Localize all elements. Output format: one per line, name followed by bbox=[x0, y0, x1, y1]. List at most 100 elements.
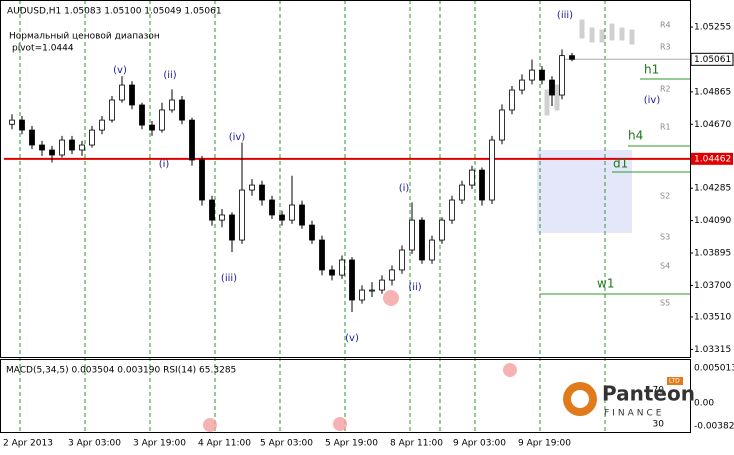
current-price-box bbox=[690, 52, 734, 66]
wave-label: (iv) bbox=[229, 132, 246, 143]
candle-body bbox=[119, 84, 125, 101]
candle-body bbox=[239, 189, 245, 241]
level-lines bbox=[540, 78, 690, 295]
logo: Panteon FINANCE LTD bbox=[563, 377, 695, 419]
candle-body bbox=[179, 99, 185, 121]
x-tick-label: 4 Apr 11:00 bbox=[198, 439, 251, 449]
logo-text: Panteon bbox=[602, 382, 695, 406]
y-tick-label: 1.04090 bbox=[694, 216, 731, 226]
level-label: w1 bbox=[597, 277, 614, 291]
candle-body bbox=[499, 109, 505, 141]
marker bbox=[203, 418, 217, 432]
candle-body bbox=[169, 99, 175, 111]
candle-body bbox=[159, 109, 165, 131]
rsi-level: 30 bbox=[653, 420, 665, 430]
subtitle: Нормальный ценовой диапазон bbox=[9, 32, 160, 42]
x-tick-label: 9 Apr 19:00 bbox=[518, 439, 571, 449]
candle-body bbox=[189, 119, 195, 161]
indicator-frame bbox=[0, 359, 691, 433]
candle-body bbox=[409, 219, 415, 251]
x-tick-label: 8 Apr 11:00 bbox=[390, 439, 443, 449]
candle-body bbox=[299, 204, 305, 226]
candle-body bbox=[469, 169, 475, 186]
candle-body bbox=[549, 79, 555, 96]
wave-label: (iv) bbox=[644, 95, 661, 106]
y-tick-label: 1.03700 bbox=[694, 281, 731, 291]
candle-body bbox=[329, 269, 335, 276]
candle-body bbox=[559, 55, 565, 96]
candle-body bbox=[539, 69, 545, 81]
candle-body bbox=[289, 204, 295, 221]
candle-body bbox=[79, 144, 85, 151]
wave-label: (iii) bbox=[221, 273, 237, 284]
y-tick-label: 1.05255 bbox=[694, 23, 731, 33]
candle-body bbox=[399, 249, 405, 271]
x-tick-label: 3 Apr 19:00 bbox=[133, 439, 186, 449]
candle-body bbox=[279, 214, 285, 221]
candle-body bbox=[9, 119, 15, 125]
pivot-label: S4 bbox=[660, 262, 670, 271]
marker bbox=[383, 290, 399, 306]
y-tick-label: 1.03315 bbox=[694, 345, 731, 355]
range-box bbox=[537, 150, 632, 233]
y-tick-label: 1.03510 bbox=[694, 312, 731, 322]
main-frame bbox=[0, 0, 691, 358]
logo-sub: FINANCE bbox=[604, 409, 664, 419]
candle-body bbox=[509, 89, 515, 111]
level-label: d1 bbox=[613, 157, 628, 171]
candle-body bbox=[39, 144, 45, 151]
candle-body bbox=[229, 214, 235, 241]
x-tick-label: 2 Apr 2013 bbox=[3, 439, 53, 449]
candle-body bbox=[339, 259, 345, 276]
logo-tag: LTD bbox=[669, 378, 680, 385]
wave-label: (i) bbox=[159, 159, 170, 170]
title: AUDUSD,H1 1.05083 1.05100 1.05049 1.0506… bbox=[7, 7, 222, 17]
candle-body bbox=[249, 184, 255, 191]
candle-body bbox=[419, 219, 425, 261]
candle-body bbox=[259, 184, 265, 201]
candle-body bbox=[209, 199, 215, 221]
candle-body bbox=[149, 124, 155, 131]
time-axis: 2 Apr 2013 3 Apr 03:00 3 Apr 19:00 4 Apr… bbox=[3, 439, 571, 449]
y-tick-label: 1.03895 bbox=[694, 249, 731, 259]
x-tick-label: 3 Apr 03:00 bbox=[68, 439, 121, 449]
wave-label: (i) bbox=[399, 183, 410, 194]
candle-body bbox=[109, 99, 115, 121]
indicator-title: MACD(5,34,5) 0.003504 0.003190 RSI(14) 6… bbox=[6, 366, 236, 376]
candle-body bbox=[569, 55, 575, 60]
candle-body bbox=[439, 219, 445, 241]
candle-body bbox=[349, 259, 355, 301]
indicator-tick: 0.005013 bbox=[694, 364, 734, 374]
candle-body bbox=[19, 119, 25, 131]
rsi-level: 70 bbox=[653, 386, 665, 396]
wave-label: (iii) bbox=[557, 10, 573, 21]
candle-body bbox=[29, 129, 35, 146]
candle-body bbox=[89, 129, 95, 146]
pivot-label: R4 bbox=[660, 21, 671, 30]
wave-label: (v) bbox=[345, 333, 359, 344]
x-tick-label: 9 Apr 03:00 bbox=[453, 439, 506, 449]
level-label: h1 bbox=[644, 63, 659, 77]
candle-body bbox=[59, 139, 65, 156]
y-tick-label: 1.04865 bbox=[694, 87, 731, 97]
pivot-label: R2 bbox=[660, 85, 671, 94]
candle-body bbox=[359, 289, 365, 301]
candle-body bbox=[519, 79, 525, 91]
current-price-label: 1.05061 bbox=[694, 55, 731, 65]
candle-body bbox=[219, 214, 225, 221]
candle-body bbox=[489, 139, 495, 201]
pivot-label: R3 bbox=[660, 43, 671, 52]
pivot-label: S3 bbox=[660, 233, 670, 242]
pivot-price-label: 1.04462 bbox=[694, 154, 731, 164]
pivot-label: S5 bbox=[660, 299, 670, 308]
candle-body bbox=[199, 159, 205, 201]
pivot-text: pivot=1.0444 bbox=[12, 44, 74, 54]
wave-label: (v) bbox=[113, 65, 127, 76]
x-tick-label: 5 Apr 19:00 bbox=[325, 439, 378, 449]
y-tick-label: 1.04670 bbox=[694, 120, 731, 130]
candle-body bbox=[379, 279, 385, 291]
x-tick-label: 5 Apr 03:00 bbox=[260, 439, 313, 449]
pivot-price-box bbox=[691, 152, 733, 165]
y-tick-label: 1.04285 bbox=[694, 184, 731, 194]
